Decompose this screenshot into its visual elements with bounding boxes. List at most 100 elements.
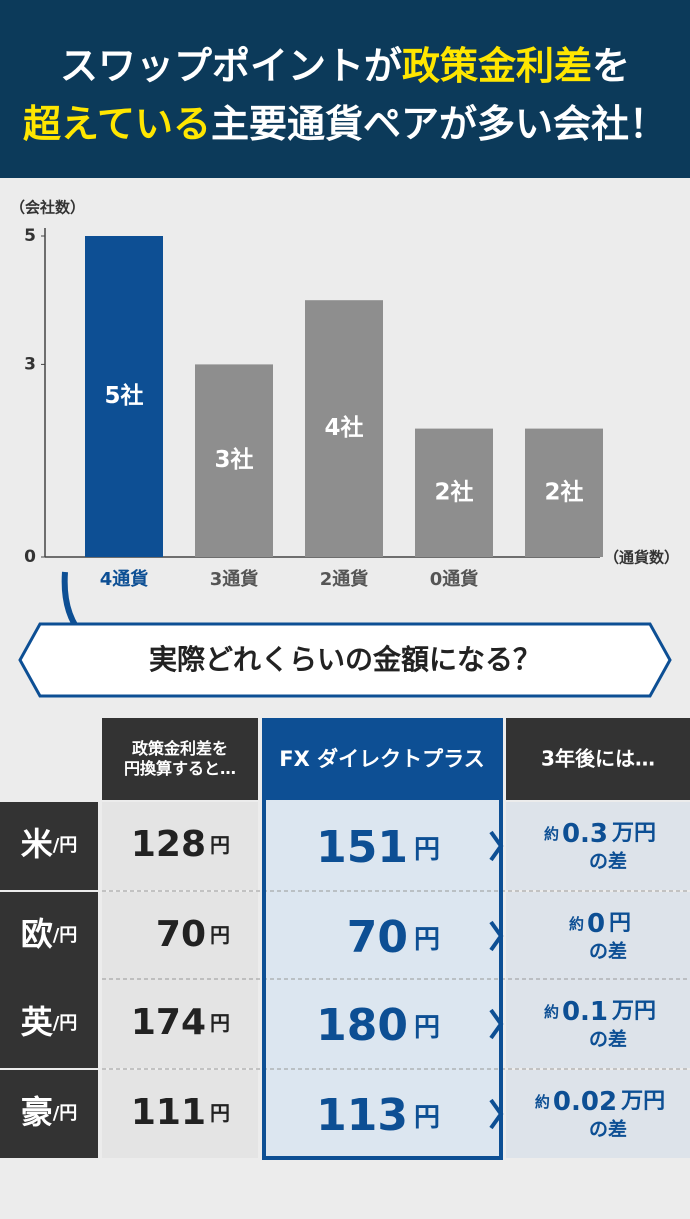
diff-value: 0 (587, 909, 605, 939)
diff-unit: 万円 (620, 1089, 665, 1114)
diff-unit: 万円 (611, 999, 656, 1024)
rate: 128 円 (131, 824, 230, 865)
fx-value: 113 (316, 1090, 408, 1141)
pair: 豪/円 (21, 1093, 78, 1131)
rate-unit: 円 (210, 1011, 230, 1035)
bar (415, 428, 493, 557)
pair-cell (0, 1070, 98, 1158)
diff-suffix: の差 (589, 1118, 627, 1141)
difference: 約 0.02 万円 (535, 1087, 665, 1117)
x-axis-label: （通貨数） (604, 549, 679, 567)
pair-name: 英 (21, 1003, 54, 1041)
rate: 111 円 (131, 1092, 230, 1133)
diff-unit: 万円 (611, 821, 656, 846)
fx-header-cell (262, 718, 503, 800)
rate: 174 円 (131, 1002, 230, 1043)
bar (305, 300, 383, 557)
title-part: 主要通貨ペアが多い会社！ (211, 102, 667, 146)
diff-value: 0.3 (562, 819, 608, 849)
diff-value: 0.02 (553, 1087, 617, 1117)
table-header: 政策金利差を円換算すると… (124, 739, 236, 778)
pair-suffix: /円 (53, 1103, 78, 1124)
difference: 約 0.1 万円 (544, 997, 656, 1027)
value-label: 3社 (214, 446, 253, 473)
y-tick-label: 0 (24, 547, 36, 567)
y-axis-label: （会社数） (10, 199, 85, 217)
pair-suffix: /円 (53, 1013, 78, 1034)
fx-rate: 70 円 (347, 912, 440, 963)
diff-suffix: の差 (589, 850, 627, 873)
x-tick-label: 4通貨 (100, 568, 149, 590)
fx-value: 151 (316, 822, 408, 873)
diff-suffix: の差 (589, 1028, 627, 1051)
diff-cell (506, 980, 690, 1068)
table-header-cell (506, 718, 690, 800)
pair: 英/円 (21, 1003, 78, 1041)
bar (85, 236, 163, 557)
diff-prefix: 約 (544, 1003, 559, 1021)
title-line: 超えている主要通貨ペアが多い会社！ (23, 102, 667, 146)
value-label: 5社 (104, 382, 143, 409)
diff-prefix: 約 (535, 1093, 550, 1111)
banner-text: 実際どれくらいの金額になる？ (149, 643, 541, 676)
title-part: を (592, 44, 630, 88)
fx-rate: 113 円 (316, 1090, 440, 1141)
x-tick-label: 0通貨 (430, 568, 479, 590)
header-bg (0, 0, 690, 178)
pair-suffix: /円 (53, 835, 78, 856)
rate-value: 128 (131, 824, 206, 865)
rate-unit: 円 (210, 833, 230, 857)
rate-value: 70 (156, 914, 206, 955)
rate-value: 174 (131, 1002, 206, 1043)
diff-suffix: の差 (589, 940, 627, 963)
diff-cell (506, 892, 690, 980)
table-header-line: 円換算すると… (124, 759, 236, 778)
fx-rate: 151 円 (316, 822, 440, 873)
pair: 欧/円 (21, 915, 78, 953)
pair-name: 豪 (21, 1093, 53, 1131)
fx-unit: 円 (414, 925, 440, 955)
rate-cell (102, 980, 258, 1068)
x-tick-label: 2通貨 (320, 568, 369, 590)
rate-unit: 円 (210, 923, 230, 947)
table-header-line: 政策金利差を (132, 739, 228, 758)
pair: 米/円 (21, 825, 78, 863)
fx-unit: 円 (414, 835, 440, 865)
pair-cell (0, 892, 98, 980)
bar (525, 428, 603, 557)
diff-prefix: 約 (544, 825, 559, 843)
rate-unit: 円 (210, 1101, 230, 1125)
fx-column-border (262, 718, 503, 1160)
y-tick-label: 5 (24, 226, 36, 246)
fx-value: 180 (316, 1000, 408, 1051)
title-line: スワップポイントが政策金利差を (60, 44, 630, 88)
x-tick-label: 3通貨 (210, 568, 259, 590)
title-highlight: 超えている (23, 102, 211, 146)
pair-suffix: /円 (53, 925, 78, 946)
difference: 約 0.3 万円 (544, 819, 656, 849)
table-header: 3年後には… (541, 747, 655, 771)
value-label: 2社 (544, 478, 583, 505)
pair-name: 欧 (21, 915, 53, 953)
rate: 70 円 (156, 914, 230, 955)
table-header-cell (102, 718, 258, 800)
pair-cell (0, 802, 98, 890)
rate-cell (102, 892, 258, 980)
fx-unit: 円 (414, 1013, 440, 1043)
diff-prefix: 約 (569, 915, 584, 933)
title-part: スワップポイントが (60, 44, 402, 88)
fx-value: 70 (347, 912, 408, 963)
fx-unit: 円 (414, 1103, 440, 1133)
banner-box (18, 622, 672, 698)
rate-cell (102, 1070, 258, 1158)
rate-value: 111 (131, 1092, 206, 1133)
diff-cell (506, 1070, 690, 1158)
value-label: 4社 (324, 414, 363, 441)
pair-cell (0, 980, 98, 1068)
diff-value: 0.1 (562, 997, 608, 1027)
bar (195, 364, 273, 557)
value-label: 2社 (434, 478, 473, 505)
rate-cell (102, 802, 258, 890)
